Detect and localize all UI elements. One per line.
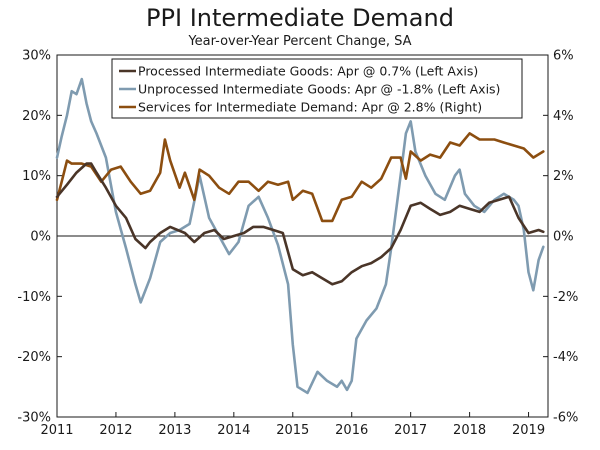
left-tick-label: -20% — [17, 350, 51, 365]
legend-label-unprocessed: Unprocessed Intermediate Goods: Apr @ -1… — [138, 82, 500, 97]
x-tick-label: 2016 — [335, 423, 368, 438]
right-tick-label: 2% — [553, 169, 574, 184]
right-tick-label: 6% — [553, 49, 574, 64]
x-tick-label: 2012 — [99, 423, 132, 438]
right-tick-label: 4% — [553, 109, 574, 124]
legend: Processed Intermediate Goods: Apr @ 0.7%… — [111, 58, 523, 119]
left-tick-label: 30% — [22, 49, 51, 64]
legend-label-services: Services for Intermediate Demand: Apr @ … — [138, 100, 482, 115]
x-tick-label: 2013 — [158, 423, 191, 438]
right-tick-label: -2% — [553, 290, 578, 305]
series-layer — [55, 77, 545, 395]
right-tick-label: -4% — [553, 350, 578, 365]
series-line-services — [55, 132, 545, 223]
right-tick-label: -6% — [553, 411, 578, 426]
right-tick-label: 0% — [553, 230, 574, 245]
left-tick-label: -10% — [17, 290, 51, 305]
left-tick-label: 20% — [22, 109, 51, 124]
x-tick-label: 2011 — [40, 423, 73, 438]
x-tick-label: 2019 — [512, 423, 545, 438]
chart-subtitle: Year-over-Year Percent Change, SA — [188, 34, 412, 49]
series-line-unprocessed — [55, 77, 545, 395]
x-tick-label: 2015 — [276, 423, 309, 438]
legend-box — [111, 58, 523, 119]
x-tick-label: 2017 — [394, 423, 427, 438]
axes-layer: 30% 20% 10% 0% -10% -20% -30% 6% 4% 2% 0% -2% -4% -6%… — [17, 49, 578, 439]
left-tick-label: 10% — [22, 169, 51, 184]
left-tick-label: 0% — [30, 230, 51, 245]
x-tick-label: 2014 — [217, 423, 250, 438]
series-line-processed — [55, 162, 545, 286]
legend-label-processed: Processed Intermediate Goods: Apr @ 0.7%… — [138, 64, 478, 79]
x-tick-label: 2018 — [453, 423, 486, 438]
chart-title: PPI Intermediate Demand — [146, 4, 454, 32]
left-tick-label: -30% — [17, 411, 51, 426]
